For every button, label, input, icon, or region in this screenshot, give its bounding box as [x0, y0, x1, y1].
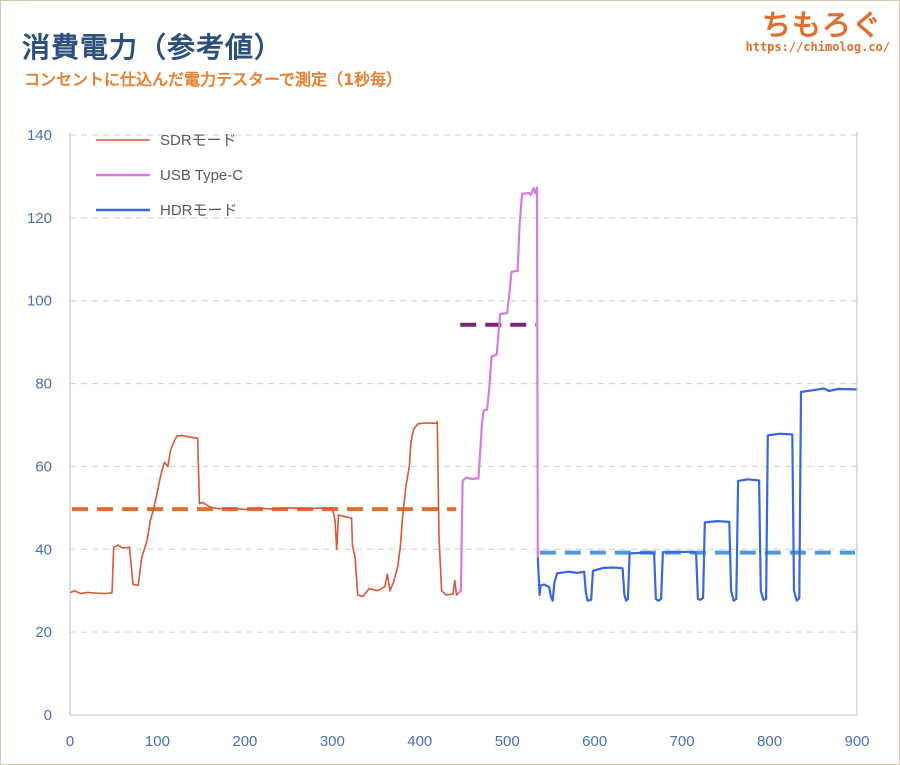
chart-title: 消費電力（参考値）	[22, 31, 284, 64]
x-tick-label: 500	[495, 733, 520, 750]
x-tick-label: 700	[670, 733, 695, 750]
y-tick-label: 20	[35, 624, 52, 641]
axes: 0 20 40 60 80 100 120 140 0 100 200 300 400 500 600 700…	[27, 127, 870, 750]
legend-label-1: SDRモード	[160, 132, 237, 149]
y-tick-label: 120	[27, 210, 52, 227]
chart-subtitle: コンセントに仕込んだ電力テスターで測定（1秒毎）	[24, 70, 403, 89]
y-tick-label: 100	[27, 293, 52, 310]
series-line-1	[69, 420, 459, 598]
brand-logo-text: ちもろぐ	[761, 8, 882, 42]
y-tick-label: 0	[44, 707, 52, 724]
x-tick-label: 800	[757, 733, 782, 750]
series-lines	[69, 186, 858, 602]
x-tick-label: 900	[844, 733, 869, 750]
x-tick-label: 600	[582, 733, 607, 750]
legend: SDRモード USB Type-C HDRモード	[96, 132, 243, 219]
x-tick-label: 100	[145, 733, 170, 750]
x-tick-label: 0	[66, 733, 74, 750]
average-lines	[72, 322, 855, 555]
legend-label-3: HDRモード	[160, 202, 238, 219]
legend-label-2: USB Type-C	[160, 167, 243, 184]
brand-url: https://chimolog.co/	[745, 40, 891, 54]
x-tick-label: 200	[232, 733, 257, 750]
y-tick-label: 140	[27, 127, 52, 144]
x-tick-label: 300	[320, 733, 345, 750]
series-line-3	[536, 387, 858, 602]
y-tick-label: 40	[35, 541, 52, 558]
series-line-2	[457, 186, 539, 594]
y-tick-label: 80	[35, 376, 52, 393]
x-tick-label: 400	[407, 733, 432, 750]
y-tick-label: 60	[35, 458, 52, 475]
